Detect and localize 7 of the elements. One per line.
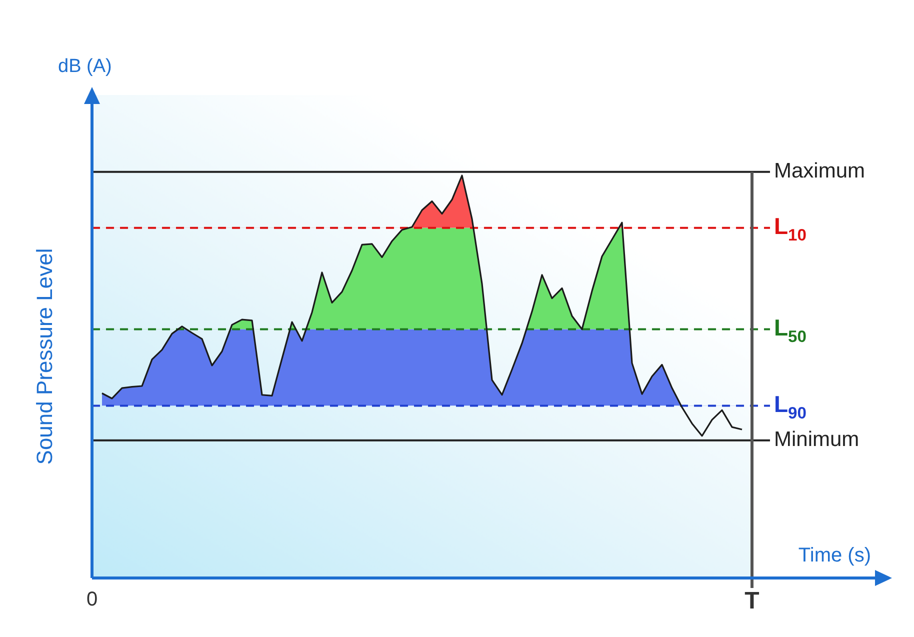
y-axis-title: Sound Pressure Level bbox=[32, 248, 58, 465]
ref-line-label: Minimum bbox=[774, 428, 860, 452]
x-axis-title: Time (s) bbox=[798, 544, 871, 567]
x-tick-label: T bbox=[744, 588, 760, 615]
x-tick-label: 0 bbox=[86, 588, 98, 611]
ref-line-label: Maximum bbox=[774, 160, 866, 183]
text: dB (A) bbox=[58, 56, 112, 78]
